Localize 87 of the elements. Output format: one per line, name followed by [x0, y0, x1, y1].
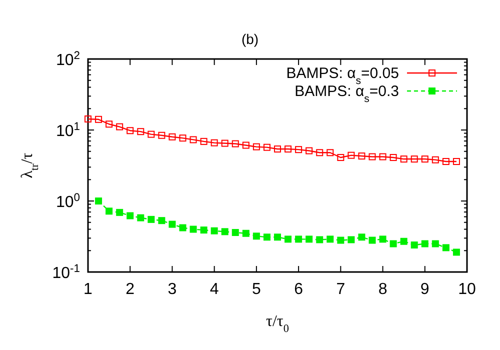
point — [158, 132, 166, 139]
point — [306, 147, 313, 154]
point — [442, 244, 450, 252]
point — [295, 236, 302, 243]
y-tick-label: 10$^{0}$ — [56, 192, 80, 211]
point — [84, 115, 92, 122]
point — [368, 236, 376, 244]
point — [210, 139, 218, 146]
point — [284, 236, 292, 243]
point — [116, 208, 124, 216]
point — [252, 232, 260, 240]
x-tick-label: 4 — [210, 281, 219, 298]
x-tick-label: 1 — [84, 281, 93, 298]
point — [221, 228, 228, 236]
point — [242, 230, 250, 237]
point — [168, 220, 176, 228]
point — [400, 238, 408, 245]
point — [126, 127, 134, 134]
point — [348, 152, 355, 159]
point — [337, 236, 344, 244]
point — [200, 226, 208, 234]
point — [263, 234, 270, 241]
point — [432, 240, 439, 248]
point — [421, 240, 428, 248]
point — [390, 154, 397, 161]
point — [263, 144, 270, 151]
point — [316, 236, 324, 244]
point — [348, 236, 355, 244]
y-tick-label: 10$^{-1}$ — [52, 263, 80, 282]
point — [306, 236, 313, 243]
point — [210, 227, 218, 234]
point — [452, 248, 460, 256]
point — [95, 116, 102, 123]
point — [368, 153, 376, 160]
point — [410, 156, 418, 163]
point — [158, 217, 166, 224]
x-tick-label: 3 — [168, 281, 177, 298]
point — [358, 234, 366, 241]
point — [190, 136, 197, 144]
point — [242, 142, 250, 149]
point — [274, 146, 281, 152]
point — [137, 214, 144, 222]
point — [274, 234, 281, 241]
point — [106, 120, 113, 128]
point — [168, 133, 176, 140]
x-tick-label: 7 — [336, 281, 346, 298]
point — [358, 152, 366, 160]
point — [179, 224, 186, 232]
point — [295, 146, 302, 154]
point — [379, 236, 386, 243]
x-axis-title: τ/τ$_{0}$ — [266, 313, 290, 335]
point — [126, 212, 134, 220]
point — [379, 153, 386, 160]
point — [252, 143, 260, 150]
point — [421, 156, 428, 163]
point — [326, 236, 334, 243]
point — [452, 158, 460, 166]
point — [390, 240, 397, 248]
x-tick-label: 8 — [378, 281, 388, 298]
point — [190, 226, 197, 233]
point — [432, 156, 439, 164]
point — [106, 208, 113, 215]
point — [148, 130, 155, 138]
x-tick-label: 10 — [458, 281, 476, 298]
point — [442, 158, 450, 166]
point — [316, 149, 324, 156]
x-tick-label: 5 — [252, 281, 261, 298]
point — [179, 134, 186, 142]
point — [95, 198, 102, 204]
point — [200, 138, 208, 145]
chart-title: (b) — [241, 31, 259, 47]
point — [232, 229, 239, 236]
y-tick-label: 10$^{1}$ — [56, 121, 80, 140]
x-tick-label: 2 — [126, 281, 135, 298]
point — [148, 216, 155, 223]
point — [232, 140, 239, 148]
point — [400, 156, 408, 163]
point — [284, 146, 292, 152]
y-tick-label: 10$^{2}$ — [56, 50, 80, 69]
point — [337, 154, 344, 161]
point — [221, 140, 228, 147]
x-tick-label: 6 — [294, 281, 304, 298]
point — [116, 123, 124, 130]
point — [410, 242, 418, 249]
point — [137, 128, 144, 136]
point — [326, 149, 334, 156]
x-tick-label: 9 — [420, 281, 430, 298]
